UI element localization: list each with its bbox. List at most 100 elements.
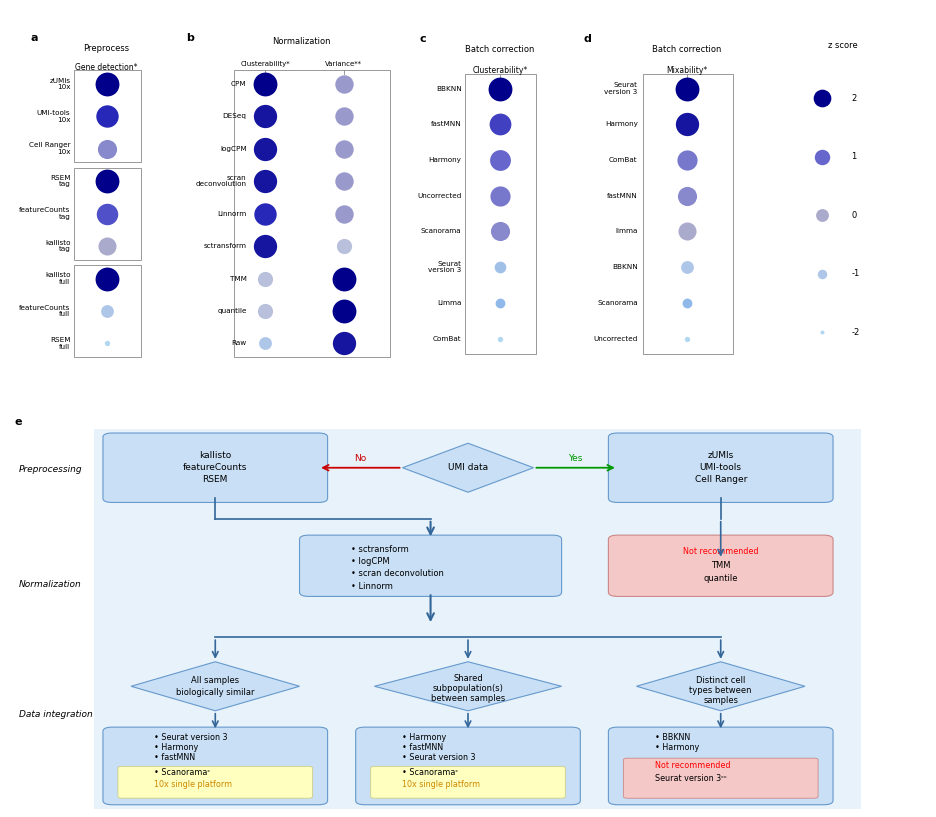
Text: 1: 1 xyxy=(852,152,856,162)
Text: Preprocess: Preprocess xyxy=(83,43,130,52)
Point xyxy=(814,92,829,105)
Text: limma: limma xyxy=(615,229,637,234)
Text: All samples: All samples xyxy=(191,676,240,685)
Polygon shape xyxy=(636,662,805,711)
Point xyxy=(336,78,351,91)
Point xyxy=(257,305,272,318)
Point xyxy=(680,118,695,131)
Point xyxy=(99,78,114,91)
Point xyxy=(257,272,272,285)
Text: fastMNN: fastMNN xyxy=(431,122,461,127)
Point xyxy=(680,190,695,203)
Point xyxy=(492,261,507,274)
Text: Preprocessing: Preprocessing xyxy=(19,465,82,475)
Point xyxy=(680,154,695,167)
Point xyxy=(492,154,507,167)
FancyBboxPatch shape xyxy=(356,727,580,805)
Text: Seurat version 3ᶜᶜ: Seurat version 3ᶜᶜ xyxy=(655,774,727,783)
Text: 10x single platform: 10x single platform xyxy=(402,779,480,789)
Text: 2: 2 xyxy=(852,94,856,103)
Text: Distinct cell: Distinct cell xyxy=(696,676,745,685)
Point xyxy=(492,190,507,203)
Text: Batch correction: Batch correction xyxy=(652,45,722,54)
Text: z score: z score xyxy=(828,42,857,51)
Point xyxy=(492,83,507,96)
Point xyxy=(99,272,114,285)
Bar xyxy=(643,74,733,354)
Text: • Harmony: • Harmony xyxy=(655,743,699,752)
Text: Clusterability*: Clusterability* xyxy=(241,61,290,67)
Text: Normalization: Normalization xyxy=(19,579,81,589)
Point xyxy=(257,109,272,123)
FancyBboxPatch shape xyxy=(118,766,313,798)
Text: zUMIs
10x: zUMIs 10x xyxy=(50,78,70,90)
Point xyxy=(99,208,114,221)
Text: TMM: TMM xyxy=(711,561,730,570)
Point xyxy=(257,239,272,252)
Text: -2: -2 xyxy=(852,328,859,337)
Text: • Linnorm: • Linnorm xyxy=(351,582,393,591)
Text: • Scanoramaᶜ: • Scanoramaᶜ xyxy=(402,767,459,777)
Point xyxy=(492,118,507,131)
Point xyxy=(680,225,695,238)
FancyBboxPatch shape xyxy=(371,766,565,798)
Text: Cell Ranger: Cell Ranger xyxy=(695,475,747,484)
Point xyxy=(257,142,272,155)
Text: Batch correction: Batch correction xyxy=(465,45,534,54)
Point xyxy=(257,208,272,221)
FancyBboxPatch shape xyxy=(94,429,861,809)
FancyBboxPatch shape xyxy=(300,535,562,596)
Text: featureCounts
tag: featureCounts tag xyxy=(19,208,70,220)
Text: • Harmony: • Harmony xyxy=(402,733,446,742)
Text: NATURE BIOTECHNOLOGY: NATURE BIOTECHNOLOGY xyxy=(7,10,219,25)
Text: d: d xyxy=(584,33,592,43)
Point xyxy=(336,175,351,188)
Text: Yes: Yes xyxy=(568,453,583,462)
Point xyxy=(99,305,114,318)
Text: • fastMNN: • fastMNN xyxy=(154,753,196,762)
Point xyxy=(680,297,695,310)
Bar xyxy=(234,70,389,357)
Point xyxy=(336,142,351,155)
FancyBboxPatch shape xyxy=(103,433,328,502)
Text: subpopulation(s): subpopulation(s) xyxy=(432,684,504,693)
Text: featureCounts: featureCounts xyxy=(183,463,247,472)
Text: kallisto
tag: kallisto tag xyxy=(45,240,70,252)
Text: logCPM: logCPM xyxy=(220,145,247,152)
Point xyxy=(492,225,507,238)
Text: 0: 0 xyxy=(852,211,856,220)
Text: • logCPM: • logCPM xyxy=(351,557,389,566)
Bar xyxy=(74,265,140,357)
Text: b: b xyxy=(186,33,194,43)
Bar xyxy=(74,167,140,260)
Text: scran
deconvolution: scran deconvolution xyxy=(196,175,247,187)
Text: Variance**: Variance** xyxy=(326,61,362,67)
Text: quantile: quantile xyxy=(704,574,738,583)
Point xyxy=(336,109,351,123)
Text: Gene detection*: Gene detection* xyxy=(76,63,138,72)
Text: Harmony: Harmony xyxy=(429,157,461,163)
Text: samples: samples xyxy=(703,696,739,705)
Text: c: c xyxy=(419,33,426,43)
Text: kallisto: kallisto xyxy=(199,451,231,460)
Text: Not recommended: Not recommended xyxy=(683,547,758,556)
Text: Harmony: Harmony xyxy=(605,122,637,127)
Point xyxy=(814,326,829,339)
Point xyxy=(680,332,695,345)
Text: RSEM
tag: RSEM tag xyxy=(50,175,70,187)
Point xyxy=(680,261,695,274)
Point xyxy=(99,239,114,252)
Point xyxy=(99,337,114,350)
Text: Scanorama: Scanorama xyxy=(421,229,461,234)
Point xyxy=(99,142,114,155)
Text: TMM: TMM xyxy=(230,275,247,282)
Text: CPM: CPM xyxy=(231,81,247,87)
Text: DESeq: DESeq xyxy=(223,114,247,119)
Text: UMI-tools: UMI-tools xyxy=(700,463,741,472)
Text: Limma: Limma xyxy=(437,300,461,306)
Point xyxy=(99,175,114,188)
Text: quantile: quantile xyxy=(217,308,247,314)
Text: ARTICLES: ARTICLES xyxy=(833,8,929,27)
FancyBboxPatch shape xyxy=(608,535,833,596)
Text: Normalization: Normalization xyxy=(272,37,331,46)
